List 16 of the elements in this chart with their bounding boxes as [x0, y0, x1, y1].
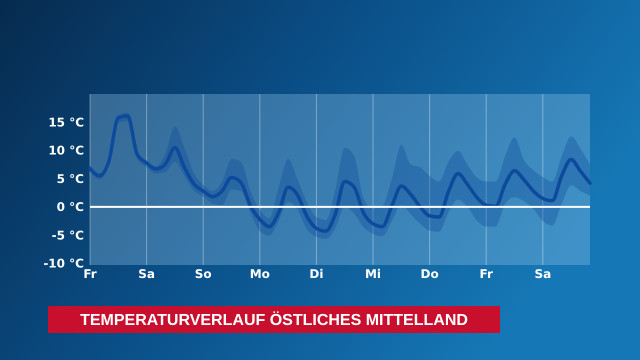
x-tick-label: Sa: [534, 267, 552, 281]
x-tick-label: Fr: [480, 267, 493, 281]
y-tick-label: -5 °C: [52, 228, 84, 242]
x-tick-label: Di: [309, 267, 324, 281]
x-tick-label: So: [194, 267, 212, 281]
y-tick-label: 0 °C: [56, 200, 84, 214]
x-tick-label: Mo: [250, 267, 270, 281]
x-tick-label: Sa: [138, 267, 155, 281]
y-tick-label: -10 °C: [43, 256, 84, 271]
x-tick-label: Fr: [83, 267, 97, 281]
text: TEMPERATURVERLAUF ÖSTLICHES MITTELLAND: [80, 311, 468, 329]
y-tick-label: 10 °C: [48, 144, 84, 158]
x-tick-label: Mi: [364, 267, 382, 281]
y-tick-label: 5 °C: [56, 172, 84, 186]
y-tick-label: 15 °C: [48, 115, 84, 130]
x-tick-label: Do: [420, 267, 439, 281]
